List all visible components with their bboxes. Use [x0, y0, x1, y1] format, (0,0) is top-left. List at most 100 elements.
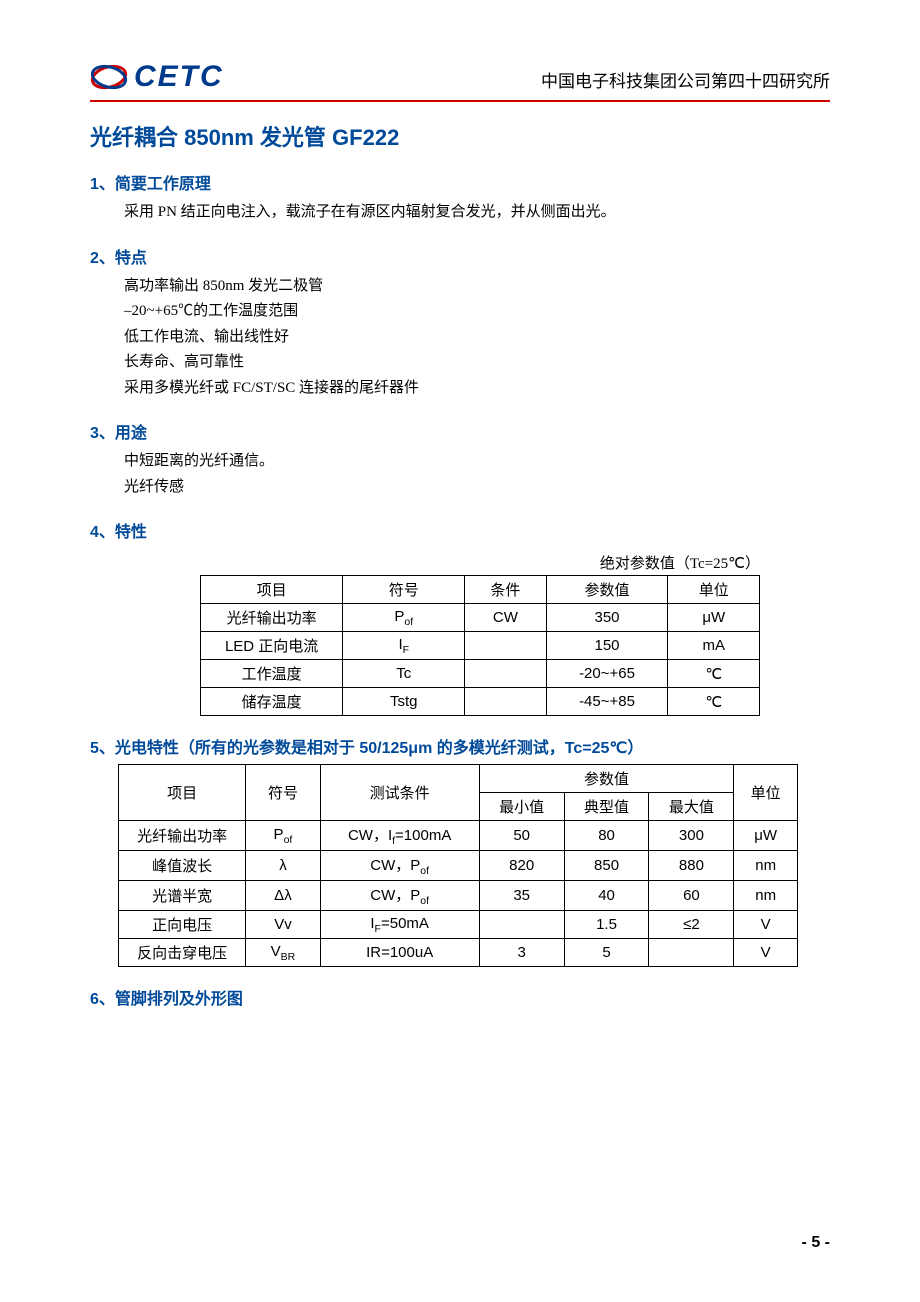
col-header: 条件 — [465, 576, 546, 604]
table-cell: 光纤输出功率 — [201, 604, 343, 632]
table-cell: -20~+65 — [546, 660, 668, 688]
table-cell: 880 — [649, 851, 734, 881]
table-cell: Vv — [246, 911, 320, 939]
table-cell: IF — [343, 632, 465, 660]
table-cell: λ — [246, 851, 320, 881]
table-row: 光纤输出功率PofCW，If=100mA5080300μW — [119, 821, 798, 851]
table-cell: CW — [465, 604, 546, 632]
use-line: 光纤传感 — [124, 475, 830, 501]
table-cell: CW，If=100mA — [320, 821, 479, 851]
section-1-body: 采用 PN 结正向电注入，载流子在有源区内辐射复合发光，并从侧面出光。 — [124, 200, 830, 226]
page-title: 光纤耦合 850nm 发光管 GF222 — [90, 120, 830, 152]
table-cell: ℃ — [668, 688, 760, 716]
table1-caption: 绝对参数值（Tc=25℃） — [200, 552, 760, 573]
table-cell: V — [734, 939, 798, 967]
table-cell: IR=100uA — [320, 939, 479, 967]
col-header: 符号 — [343, 576, 465, 604]
table-cell: 正向电压 — [119, 911, 246, 939]
col-header: 单位 — [668, 576, 760, 604]
table-cell: V — [734, 911, 798, 939]
table-row: 光纤输出功率PofCW350μW — [201, 604, 760, 632]
table-cell: nm — [734, 851, 798, 881]
table-cell: 1.5 — [564, 911, 649, 939]
feature-line: –20~+65℃的工作温度范围 — [124, 299, 830, 325]
section-4-heading: 4、特性 — [90, 518, 830, 542]
table-cell: 50 — [479, 821, 564, 851]
table-cell: CW，Pof — [320, 851, 479, 881]
section-5-heading: 5、光电特性（所有的光参数是相对于 50/125μm 的多模光纤测试，Tc=25… — [90, 734, 830, 758]
table-cell: 峰值波长 — [119, 851, 246, 881]
table-row: 反向击穿电压VBRIR=100uA35 V — [119, 939, 798, 967]
section-1-heading: 1、简要工作原理 — [90, 170, 830, 194]
table-cell: ≤2 — [649, 911, 734, 939]
table-row: LED 正向电流IF 150mA — [201, 632, 760, 660]
col-header: 参数值 — [546, 576, 668, 604]
table-cell: 反向击穿电压 — [119, 939, 246, 967]
table-cell: 40 — [564, 881, 649, 911]
table-row: 峰值波长λCW，Pof820850880nm — [119, 851, 798, 881]
table-cell — [465, 660, 546, 688]
table-row: 正向电压VvIF=50mA 1.5≤2V — [119, 911, 798, 939]
col-header: 参数值 — [479, 765, 734, 793]
table-row: 项目 符号 测试条件 参数值 单位 — [119, 765, 798, 793]
col-header: 典型值 — [564, 793, 649, 821]
table-cell: 300 — [649, 821, 734, 851]
table-cell: 光谱半宽 — [119, 881, 246, 911]
logo-text: CETC — [134, 60, 224, 94]
feature-line: 高功率输出 850nm 发光二极管 — [124, 274, 830, 300]
table-cell: Δλ — [246, 881, 320, 911]
section-2-heading: 2、特点 — [90, 244, 830, 268]
abs-ratings-table: 项目 符号 条件 参数值 单位 光纤输出功率PofCW350μWLED 正向电流… — [200, 575, 760, 716]
table-cell: ℃ — [668, 660, 760, 688]
use-line: 中短距离的光纤通信。 — [124, 449, 830, 475]
col-header: 最大值 — [649, 793, 734, 821]
feature-line: 低工作电流、输出线性好 — [124, 325, 830, 351]
table-cell: 光纤输出功率 — [119, 821, 246, 851]
opto-char-table: 项目 符号 测试条件 参数值 单位 最小值 典型值 最大值 光纤输出功率PofC… — [118, 764, 798, 967]
table-row: 光谱半宽ΔλCW，Pof354060nm — [119, 881, 798, 911]
table-cell: VBR — [246, 939, 320, 967]
table-cell — [649, 939, 734, 967]
table-cell: 35 — [479, 881, 564, 911]
table-cell: Pof — [246, 821, 320, 851]
table-row: 项目 符号 条件 参数值 单位 — [201, 576, 760, 604]
table-cell — [479, 911, 564, 939]
logo-icon — [90, 60, 128, 94]
logo: CETC — [90, 60, 224, 94]
section-3-body: 中短距离的光纤通信。 光纤传感 — [124, 449, 830, 500]
table-cell: -45~+85 — [546, 688, 668, 716]
table-cell: LED 正向电流 — [201, 632, 343, 660]
table-cell: 150 — [546, 632, 668, 660]
table-cell: CW，Pof — [320, 881, 479, 911]
table-cell: IF=50mA — [320, 911, 479, 939]
org-name: 中国电子科技集团公司第四十四研究所 — [541, 67, 830, 94]
table-cell — [465, 688, 546, 716]
col-header: 项目 — [201, 576, 343, 604]
table-cell: 储存温度 — [201, 688, 343, 716]
table-cell: 3 — [479, 939, 564, 967]
table-cell: 工作温度 — [201, 660, 343, 688]
table-cell: 60 — [649, 881, 734, 911]
table-cell: μW — [734, 821, 798, 851]
section-3-heading: 3、用途 — [90, 419, 830, 443]
table-cell: 820 — [479, 851, 564, 881]
table-cell: Tc — [343, 660, 465, 688]
col-header: 项目 — [119, 765, 246, 821]
table-cell: μW — [668, 604, 760, 632]
col-header: 最小值 — [479, 793, 564, 821]
table-cell: 5 — [564, 939, 649, 967]
col-header: 单位 — [734, 765, 798, 821]
table-cell: nm — [734, 881, 798, 911]
table-cell: 80 — [564, 821, 649, 851]
table-cell: 350 — [546, 604, 668, 632]
table-cell: 850 — [564, 851, 649, 881]
section-6-heading: 6、管脚排列及外形图 — [90, 985, 830, 1009]
col-header: 测试条件 — [320, 765, 479, 821]
table-cell: Pof — [343, 604, 465, 632]
feature-line: 采用多模光纤或 FC/ST/SC 连接器的尾纤器件 — [124, 376, 830, 402]
table-row: 储存温度Tstg -45~+85℃ — [201, 688, 760, 716]
table-cell — [465, 632, 546, 660]
header: CETC 中国电子科技集团公司第四十四研究所 — [90, 60, 830, 102]
table-cell: mA — [668, 632, 760, 660]
table-cell: Tstg — [343, 688, 465, 716]
